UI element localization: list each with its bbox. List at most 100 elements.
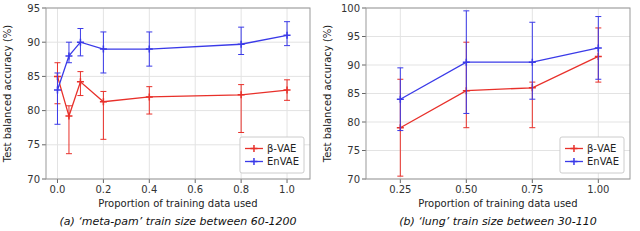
x-axis-label: Proportion of training data used <box>98 198 257 209</box>
x-tick <box>532 179 533 183</box>
error-bar <box>66 106 72 154</box>
y-tick <box>42 179 46 180</box>
x-grid-line <box>195 8 196 179</box>
x-tick-label: 1.00 <box>587 184 609 195</box>
y-tick-label: 90 <box>347 60 360 71</box>
data-point <box>54 87 61 94</box>
data-point <box>146 93 153 100</box>
legend-marker <box>250 158 257 165</box>
y-grid-line <box>46 110 310 111</box>
error-bar <box>100 91 106 139</box>
error-bar <box>54 73 60 124</box>
data-point <box>595 44 602 51</box>
data-point <box>284 32 291 39</box>
data-point <box>397 96 404 103</box>
error-bar <box>463 11 469 114</box>
y-grid-line <box>366 122 630 123</box>
y-tick <box>42 42 46 43</box>
error-bar <box>66 42 72 63</box>
error-bar <box>238 85 244 133</box>
series-line <box>400 56 598 127</box>
legend-label: EnVAE <box>587 156 619 167</box>
series <box>54 22 291 125</box>
legend: β-VAE EnVAE <box>560 137 624 173</box>
data-point <box>77 39 84 46</box>
y-tick <box>362 150 366 151</box>
error-bar <box>100 32 106 73</box>
y-tick-label: 85 <box>347 88 360 99</box>
y-grid-line <box>366 65 630 66</box>
error-bar <box>238 27 244 54</box>
plot-area <box>366 8 630 179</box>
data-point <box>463 59 470 66</box>
series-line <box>57 35 287 90</box>
y-tick-label: 80 <box>347 117 360 128</box>
x-tick-label: 0.4 <box>141 184 157 195</box>
error-bar <box>77 29 83 56</box>
error-bar <box>146 32 152 66</box>
y-tick <box>362 93 366 94</box>
data-point <box>100 46 107 53</box>
data-point <box>238 91 245 98</box>
y-tick <box>42 76 46 77</box>
legend-marker <box>250 145 257 152</box>
y-grid-line <box>366 36 630 37</box>
data-point <box>529 59 536 66</box>
y-tick <box>362 36 366 37</box>
figure: 70 75 80 85 90 95 0.0 0.2 0.4 0.6 0.8 1.0 Proportion… <box>0 0 640 231</box>
legend-marker <box>570 158 577 165</box>
legend-label: β-VAE <box>587 143 616 154</box>
y-tick <box>42 8 46 9</box>
x-tick-label: 0.75 <box>521 184 543 195</box>
x-tick <box>241 179 242 183</box>
y-tick-label: 70 <box>27 174 40 185</box>
y-tick-label: 90 <box>27 37 40 48</box>
plot-frame <box>366 8 630 179</box>
error-bar <box>284 80 290 101</box>
y-tick <box>42 110 46 111</box>
x-tick-label: 0.2 <box>95 184 111 195</box>
legend-box <box>560 137 624 173</box>
y-tick-label: 70 <box>347 174 360 185</box>
data-point <box>100 98 107 105</box>
x-tick <box>103 179 104 183</box>
error-bar <box>397 68 403 131</box>
y-tick <box>362 65 366 66</box>
error-bar <box>529 22 535 99</box>
x-tick <box>195 179 196 183</box>
y-tick-label: 75 <box>27 139 40 150</box>
data-layer <box>54 22 291 154</box>
legend-label: EnVAE <box>267 156 299 167</box>
plot-area <box>46 8 310 179</box>
legend: β-VAE EnVAE <box>240 137 304 173</box>
x-tick-label: 0.50 <box>455 184 477 195</box>
y-tick <box>362 179 366 180</box>
data-point <box>146 46 153 53</box>
x-tick-label: 1.0 <box>279 184 295 195</box>
x-tick <box>57 179 58 183</box>
chart-panel: 7075808590951000.250.500.751.00Proportio… <box>322 3 630 229</box>
x-tick <box>466 179 467 183</box>
x-tick-label: 0.6 <box>187 184 203 195</box>
plot-frame <box>46 8 310 179</box>
series <box>397 11 602 131</box>
y-tick-label: 95 <box>347 31 360 42</box>
y-tick <box>362 8 366 9</box>
x-tick-label: 0.8 <box>233 184 249 195</box>
series-line <box>400 48 598 99</box>
error-bar <box>146 87 152 114</box>
y-tick-label: 85 <box>27 71 40 82</box>
x-tick <box>598 179 599 183</box>
x-tick-label: 0.25 <box>389 184 411 195</box>
x-tick-label: 0.0 <box>50 184 66 195</box>
y-grid-line <box>46 76 310 77</box>
data-point <box>77 78 84 85</box>
y-axis-label: Test balanced accuracy (%) <box>2 25 13 163</box>
x-tick <box>149 179 150 183</box>
y-axis-label: Test balanced accuracy (%) <box>322 25 333 163</box>
x-axis-label: Proportion of training data used <box>418 198 577 209</box>
error-bar <box>77 72 83 96</box>
y-tick-label: 100 <box>341 3 360 14</box>
chart-panel: 7075808590950.00.20.40.60.81.0Proportion… <box>2 3 310 229</box>
legend-label: β-VAE <box>267 143 296 154</box>
